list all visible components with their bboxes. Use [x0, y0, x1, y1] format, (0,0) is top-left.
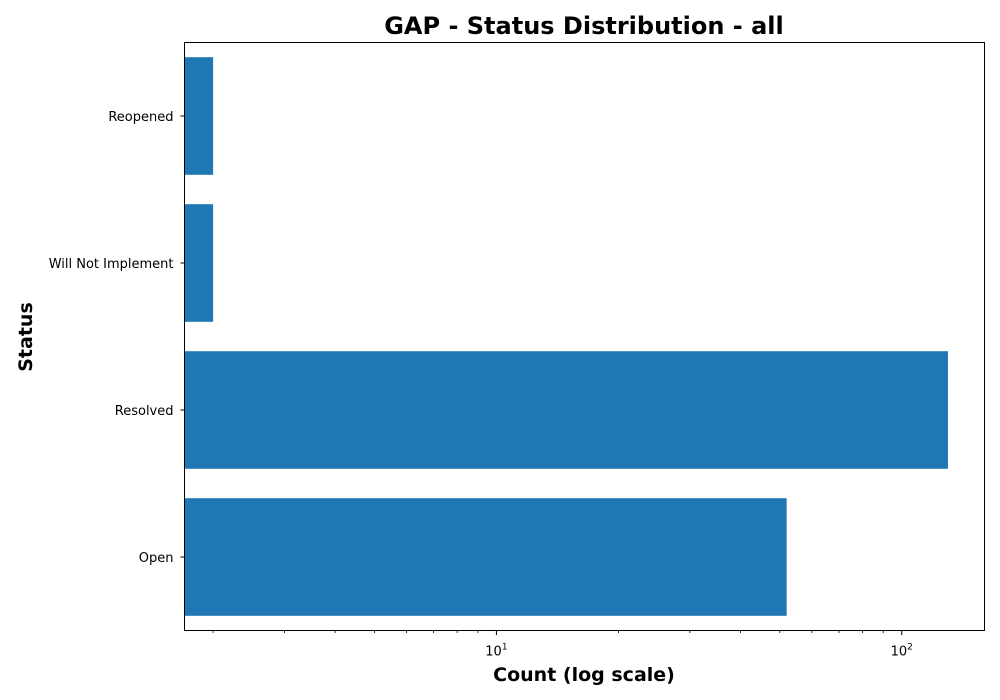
- y-tick-label: Will Not Implement: [49, 257, 174, 272]
- x-tick-label: 101: [485, 643, 507, 660]
- bars-group: [184, 57, 948, 616]
- x-axis-label: Count (log scale): [493, 664, 675, 686]
- bar-reopened: [184, 57, 214, 175]
- bar-resolved: [184, 351, 948, 469]
- bar-will-not-implement: [184, 204, 214, 322]
- y-axis-label: Status: [15, 302, 37, 372]
- y-tick-label: Open: [139, 551, 174, 566]
- bar-open: [184, 498, 787, 616]
- y-axis-ticks: Open Resolved Will Not Implement Reopened: [49, 110, 185, 566]
- x-tick-label: 102: [891, 643, 913, 660]
- chart-title: GAP - Status Distribution - all: [384, 12, 784, 40]
- y-tick-label: Reopened: [108, 110, 173, 125]
- x-axis-ticks: 101 102: [212, 630, 913, 660]
- plot-frame: [184, 42, 985, 631]
- y-tick-label: Resolved: [115, 404, 174, 419]
